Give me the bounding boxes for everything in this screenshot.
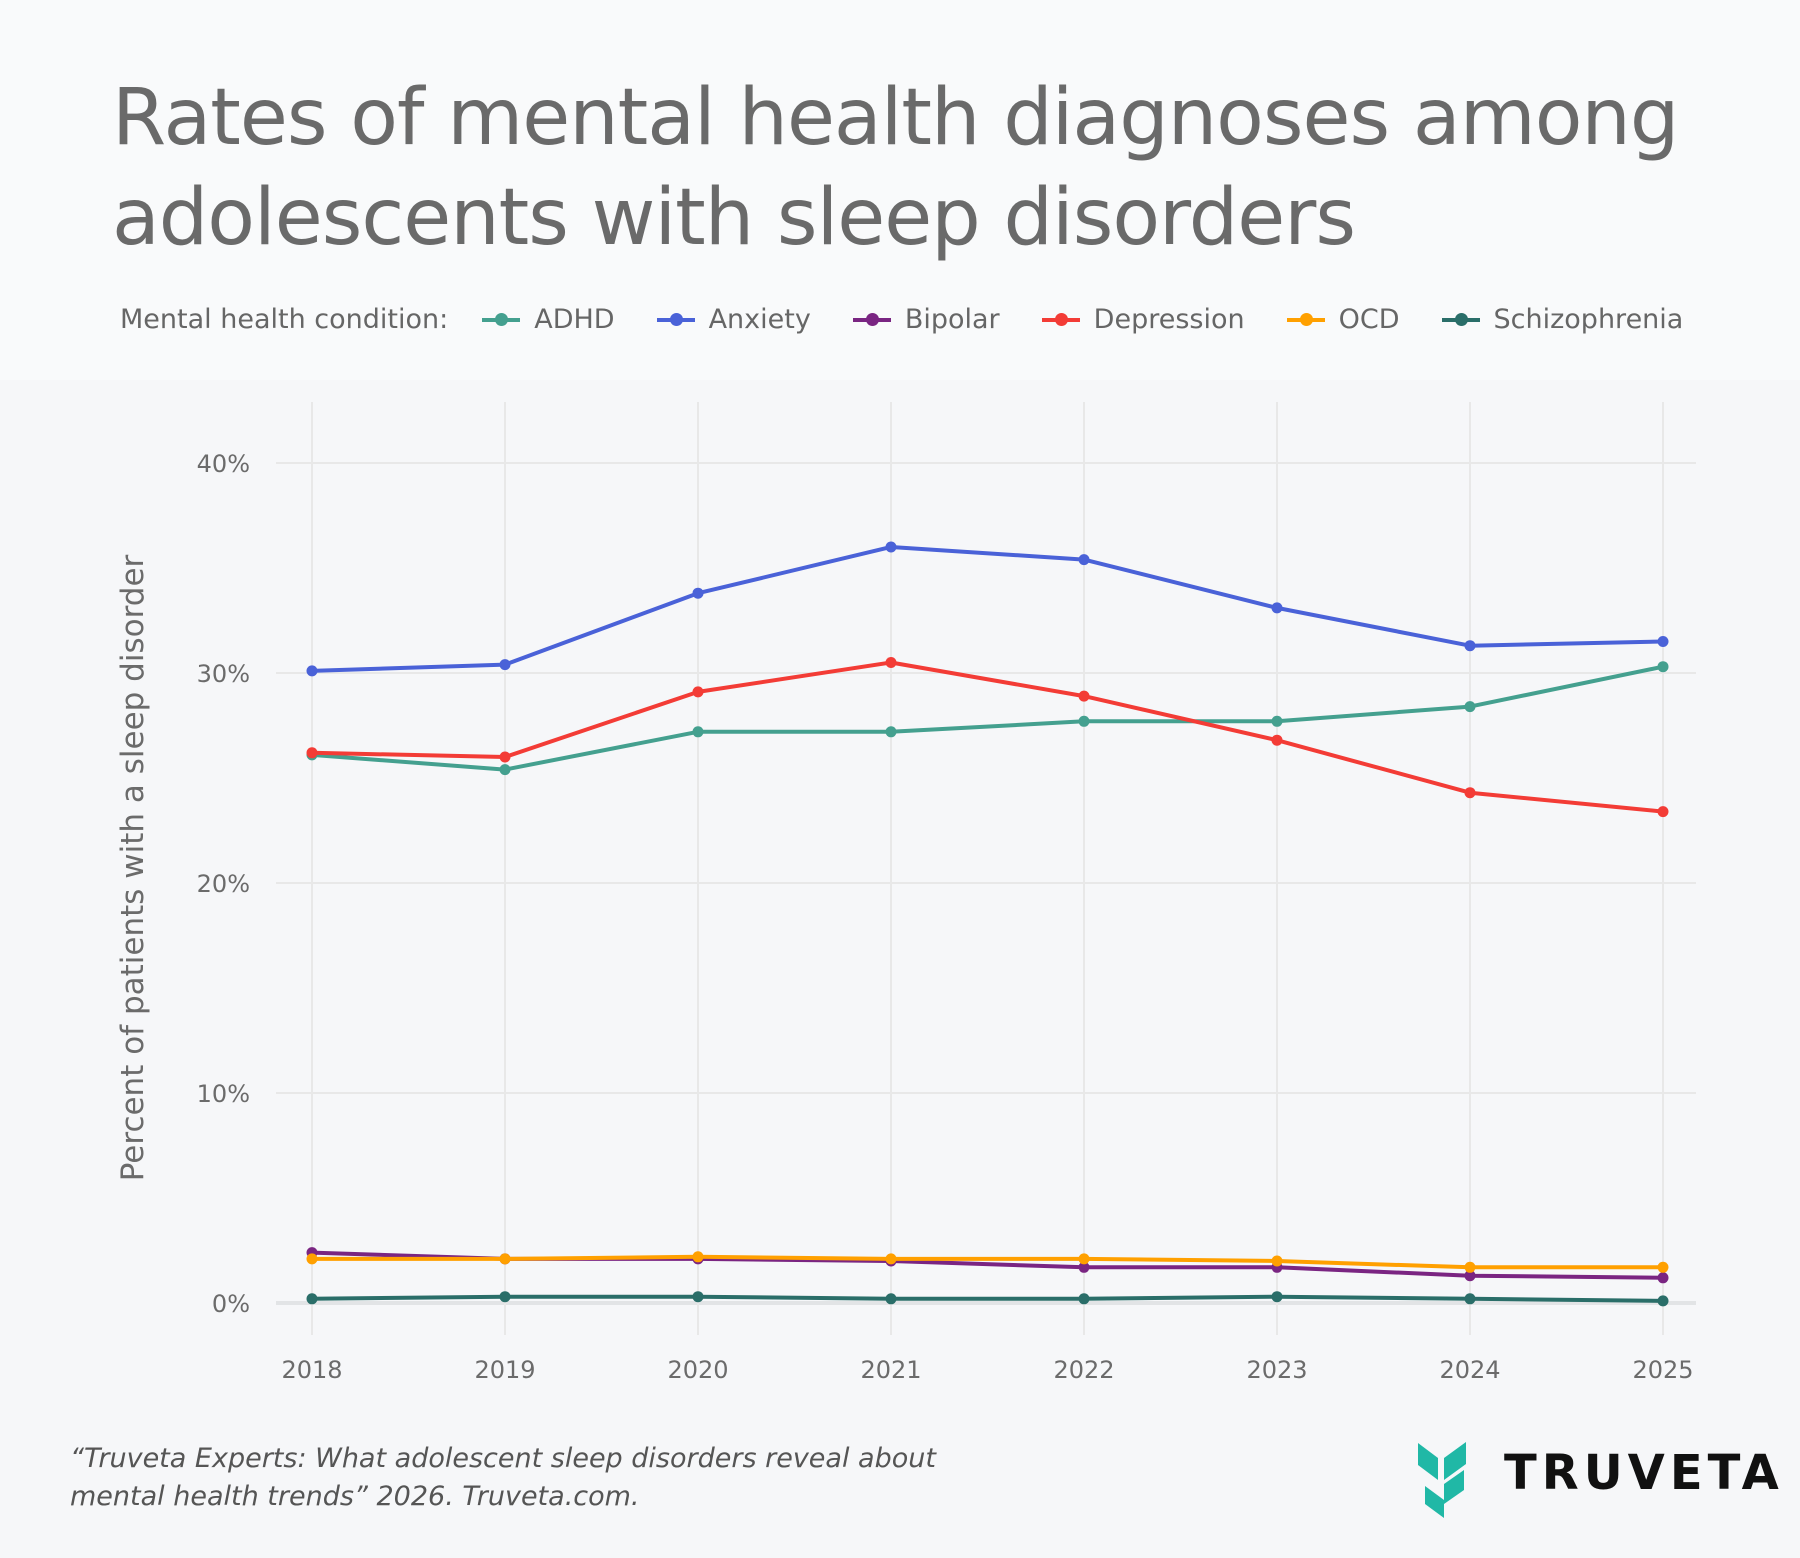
x-tick-label: 2019 <box>474 1356 535 1384</box>
data-point <box>1271 602 1283 614</box>
data-point <box>499 1253 511 1265</box>
data-point <box>1657 661 1669 673</box>
data-point <box>885 1253 897 1265</box>
data-point <box>306 1293 318 1305</box>
chart-title: Rates of mental health diagnoses among a… <box>112 68 1762 268</box>
y-tick-label: 10% <box>197 1080 250 1108</box>
data-point <box>885 726 897 738</box>
legend-title: Mental health condition: <box>120 304 449 335</box>
series-anxiety <box>306 541 1669 677</box>
legend-label: ADHD <box>534 304 615 335</box>
series-line <box>312 1254 1663 1270</box>
y-axis-label: Percent of patients with a sleep disorde… <box>115 554 151 1181</box>
header-band <box>0 0 1800 380</box>
legend-item-adhd: ADHD <box>482 304 615 335</box>
citation-line-1: “Truveta Experts: What adolescent sleep … <box>70 1443 936 1474</box>
legend-item-ocd: OCD <box>1286 304 1400 335</box>
series-line <box>311 545 1664 673</box>
data-point <box>1271 1255 1283 1267</box>
data-point <box>692 726 704 738</box>
data-point <box>692 1291 704 1303</box>
data-point <box>1464 787 1476 799</box>
data-point <box>306 665 318 677</box>
data-point <box>1271 1291 1283 1303</box>
y-tick-label: 30% <box>197 660 250 688</box>
title-line-1: Rates of mental health diagnoses among <box>112 73 1679 163</box>
legend: Mental health condition: ADHD Anxiety Bipo… <box>120 304 1725 335</box>
y-tick-label: 20% <box>197 870 250 898</box>
data-point <box>1657 1272 1669 1284</box>
series-ocd <box>306 1251 1669 1273</box>
data-point <box>692 1251 704 1263</box>
data-point <box>885 657 897 668</box>
data-point <box>499 764 511 776</box>
data-point <box>1078 554 1090 566</box>
legend-label: Schizophrenia <box>1493 304 1684 335</box>
x-tick-label: 2025 <box>1632 1356 1693 1384</box>
x-tick-label: 2021 <box>860 1356 921 1384</box>
series-schizophrenia <box>306 1291 1669 1307</box>
data-point <box>499 659 511 671</box>
data-point <box>1464 640 1476 652</box>
legend-item-depression: Depression <box>1041 304 1245 335</box>
legend-swatch <box>1441 312 1480 326</box>
y-tick-label: 40% <box>197 450 250 478</box>
data-point <box>885 541 897 553</box>
legend-swatch <box>656 312 695 326</box>
data-point <box>1464 701 1476 713</box>
data-point <box>1271 734 1283 746</box>
data-point <box>1657 1261 1669 1273</box>
truveta-leaf-icon <box>1418 1442 1466 1518</box>
legend-label: Bipolar <box>904 304 1000 335</box>
x-tick-label: 2020 <box>667 1356 728 1384</box>
data-point <box>1464 1293 1476 1305</box>
data-point <box>1271 715 1283 727</box>
citation-line-2: mental health trends” 2026. Truveta.com. <box>70 1481 640 1512</box>
data-point <box>1078 1261 1090 1273</box>
x-tick-label: 2024 <box>1439 1356 1500 1384</box>
legend-swatch <box>1041 312 1080 326</box>
data-point <box>1078 1253 1090 1265</box>
legend-label: Depression <box>1093 304 1245 335</box>
data-point <box>306 747 318 759</box>
legend-label: Anxiety <box>708 304 811 335</box>
series-line <box>311 1294 1664 1303</box>
logo-wordmark: TRUVETA <box>1504 1445 1784 1501</box>
legend-label: OCD <box>1338 304 1400 335</box>
data-point <box>692 686 704 698</box>
legend-item-bipolar: Bipolar <box>852 304 1000 335</box>
series-line <box>311 664 1664 772</box>
data-point <box>1464 1261 1476 1273</box>
x-tick-label: 2018 <box>281 1356 342 1384</box>
title-line-2: adolescents with sleep disorders <box>112 173 1356 263</box>
legend-swatch <box>852 312 891 326</box>
data-point <box>1657 806 1669 818</box>
data-point <box>885 1293 897 1305</box>
legend-swatch <box>1286 312 1325 326</box>
legend-item-schizophrenia: Schizophrenia <box>1441 304 1684 335</box>
data-point <box>1464 1270 1476 1282</box>
y-tick-label: 0% <box>212 1290 250 1318</box>
series-line <box>311 660 1664 814</box>
source-citation: “Truveta Experts: What adolescent sleep … <box>70 1440 936 1516</box>
data-point <box>1078 690 1090 702</box>
data-point <box>1078 715 1090 727</box>
data-point <box>499 1291 511 1303</box>
data-point <box>1078 1293 1090 1305</box>
data-point <box>692 587 704 599</box>
data-point <box>1657 636 1669 647</box>
x-tick-label: 2022 <box>1053 1356 1114 1384</box>
x-tick-label: 2023 <box>1246 1356 1307 1384</box>
legend-item-anxiety: Anxiety <box>656 304 811 335</box>
data-point <box>1657 1295 1669 1307</box>
series-depression <box>306 657 1669 818</box>
data-point <box>306 1253 318 1265</box>
truveta-logo: TRUVETA <box>1418 1428 1784 1518</box>
data-point <box>499 751 511 763</box>
legend-swatch <box>482 312 521 326</box>
